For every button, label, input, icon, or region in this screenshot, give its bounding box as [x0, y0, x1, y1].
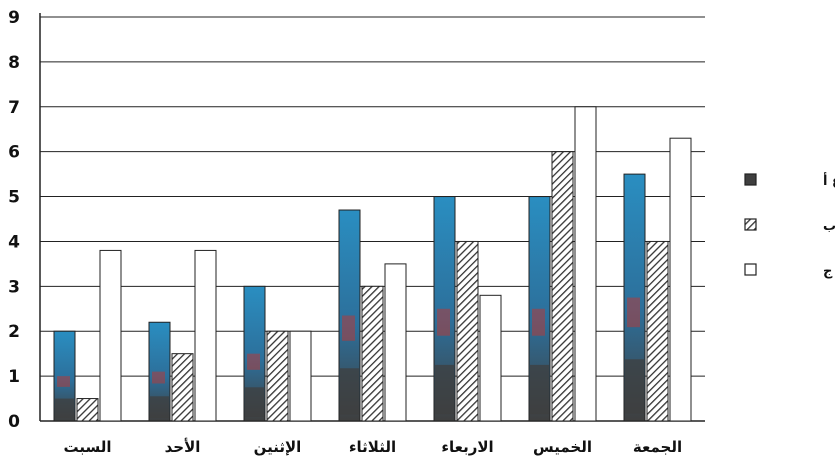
y-tick-label: 8 — [8, 53, 20, 73]
bar-2-6 — [551, 151, 574, 422]
bar-2-5 — [456, 240, 479, 422]
bar-3-3 — [289, 330, 312, 422]
bar-3-2 — [194, 249, 217, 422]
y-tick-label: 1 — [8, 367, 20, 387]
legend-label: الفرع أ — [823, 172, 835, 189]
bar-3-6 — [574, 106, 597, 422]
legend-swatch — [744, 173, 757, 186]
bar-3-5 — [479, 294, 502, 422]
bar-texture — [245, 387, 264, 417]
bar-texture — [627, 297, 640, 328]
bar-texture — [55, 398, 74, 419]
legend-label: الفرع ج — [823, 264, 835, 279]
x-tick-label: الأحد — [165, 438, 201, 456]
y-tick-label: 9 — [8, 8, 20, 28]
x-tick-label: الاربعاء — [441, 438, 493, 456]
bar-texture — [532, 308, 545, 336]
legend-swatch — [744, 263, 757, 276]
bar-texture — [247, 353, 260, 370]
bar-texture — [57, 376, 70, 387]
bar-texture — [437, 308, 450, 336]
x-tick-label: الجمعة — [633, 438, 682, 456]
y-tick-label: 3 — [8, 277, 20, 297]
x-tick-label: الخميس — [533, 438, 592, 456]
x-tick-label: الثلاثاء — [349, 438, 396, 456]
bars — [53, 106, 692, 422]
bar-texture — [340, 368, 359, 415]
y-tick-label: 6 — [8, 143, 20, 163]
bar-3-4 — [384, 263, 407, 422]
x-tick-label: الإثنين — [254, 438, 302, 456]
bar-2-1 — [76, 398, 99, 422]
y-tick-label: 5 — [8, 188, 20, 208]
bar-3-7 — [669, 137, 692, 422]
bar-texture — [150, 396, 169, 419]
y-tick-label: 4 — [8, 232, 20, 252]
y-tick-label: 2 — [8, 322, 20, 342]
x-tick-labels: السبت الأحد الإثنين الثلاثاء الاربعاء الخميس ا… — [63, 438, 682, 456]
bar-2-2 — [171, 353, 194, 422]
bar-3-1 — [99, 249, 122, 422]
y-tick-label: 0 — [8, 412, 20, 432]
x-tick-label: السبت — [63, 438, 111, 456]
legend-swatch — [744, 218, 757, 231]
bar-texture — [435, 364, 454, 415]
bar-2-4 — [361, 285, 384, 422]
bar-2-7 — [646, 240, 669, 422]
legend-label: الفرع ب — [823, 219, 835, 234]
legend: الفرع أ الفرع ب الفرع ج — [744, 172, 835, 279]
bar-texture — [625, 359, 644, 414]
bar-texture — [530, 364, 549, 415]
bar-2-3 — [266, 330, 289, 422]
y-tick-labels: 0 1 2 3 4 5 6 7 8 9 — [8, 8, 20, 432]
bar-texture — [152, 371, 165, 384]
y-tick-label: 7 — [8, 98, 20, 118]
bar-texture — [342, 315, 355, 341]
